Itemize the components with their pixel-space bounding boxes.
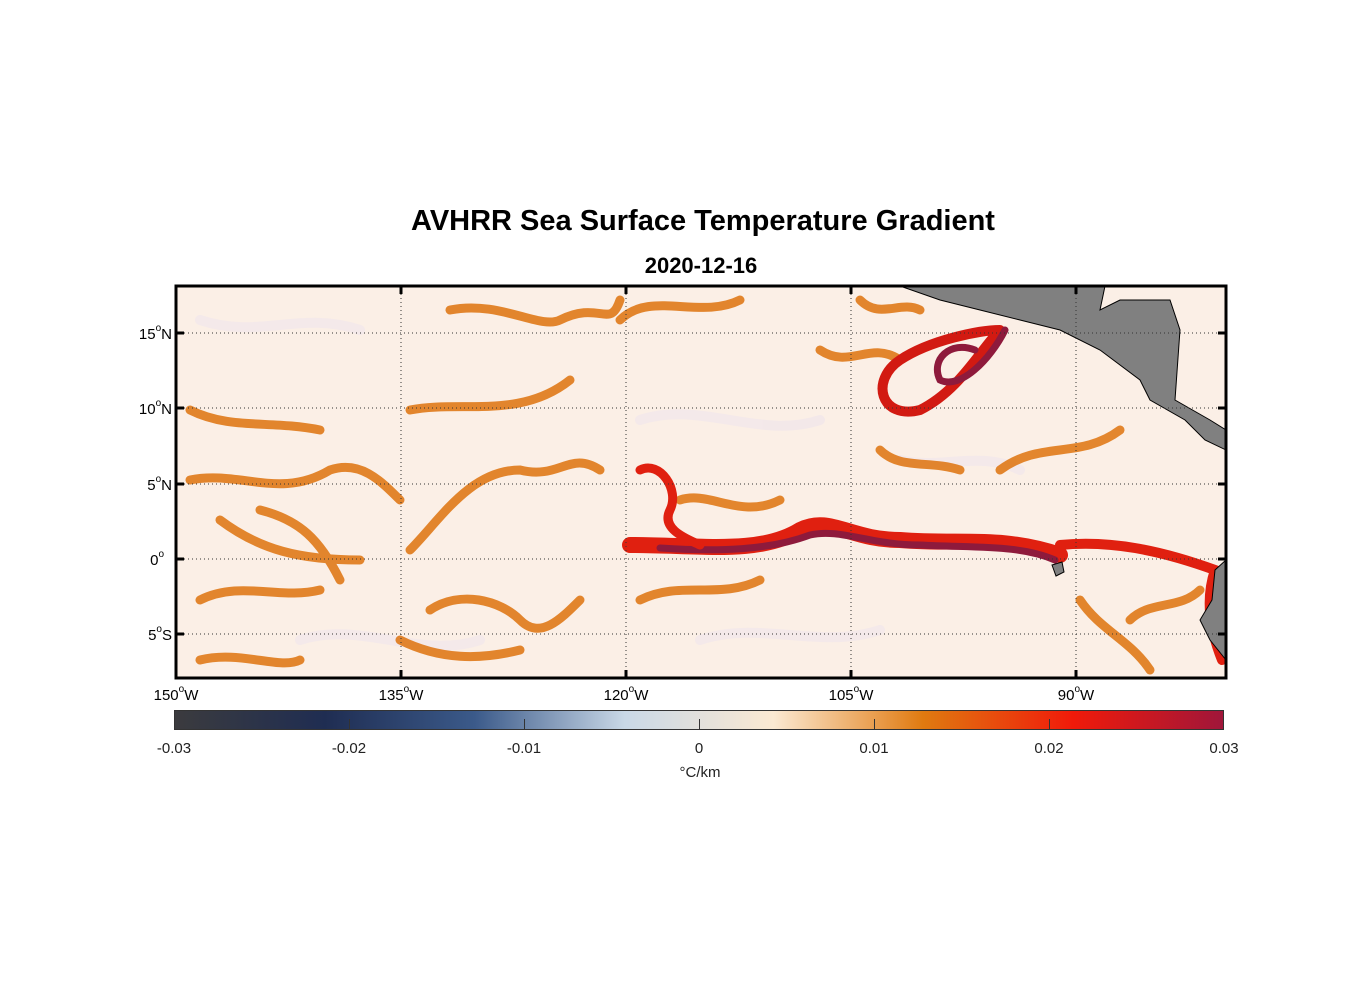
colorbar-tick-label: -0.03	[156, 740, 192, 757]
map-gridlines	[176, 286, 1226, 678]
lat-label: 0o	[150, 549, 164, 569]
chart-subtitle: 2020-12-16	[644, 253, 758, 278]
lat-label: 5oN	[147, 474, 172, 494]
colorbar-tick-label: 0.02	[1034, 740, 1064, 757]
lon-label: 120oW	[603, 684, 649, 704]
colorbar-units: °C/km	[679, 764, 721, 781]
gradient-fronts-strong	[622, 325, 1226, 665]
colorbar-tick	[874, 719, 875, 729]
colorbar-tick	[1049, 719, 1050, 729]
colorbar-tick	[349, 719, 350, 729]
colorbar-tick-label: -0.02	[331, 740, 367, 757]
colorbar-tick-label: 0.03	[1209, 740, 1239, 757]
chart-title: AVHRR Sea Surface Temperature Gradient	[411, 205, 995, 237]
lon-label: 90oW	[1057, 684, 1095, 704]
colorbar-tick-label: -0.01	[506, 740, 542, 757]
map-tick-marks	[176, 286, 1226, 678]
colorbar-tick	[699, 719, 700, 729]
lon-label: 105oW	[828, 684, 874, 704]
lat-label: 10oN	[138, 398, 172, 418]
land-central-america	[899, 286, 1226, 451]
land-galapagos	[1051, 561, 1065, 577]
lat-label: 15oN	[138, 323, 172, 343]
colorbar-tick	[524, 719, 525, 729]
map-frame	[174, 284, 1228, 680]
lon-label: 135oW	[378, 684, 424, 704]
gradient-fronts-orange	[185, 295, 1205, 675]
lon-label: 150oW	[153, 684, 199, 704]
lat-label: 5oS	[148, 624, 172, 644]
colorbar-tick-label: 0.01	[859, 740, 889, 757]
ocean-background	[176, 286, 1226, 678]
colorbar-tick-label: 0	[694, 740, 704, 757]
